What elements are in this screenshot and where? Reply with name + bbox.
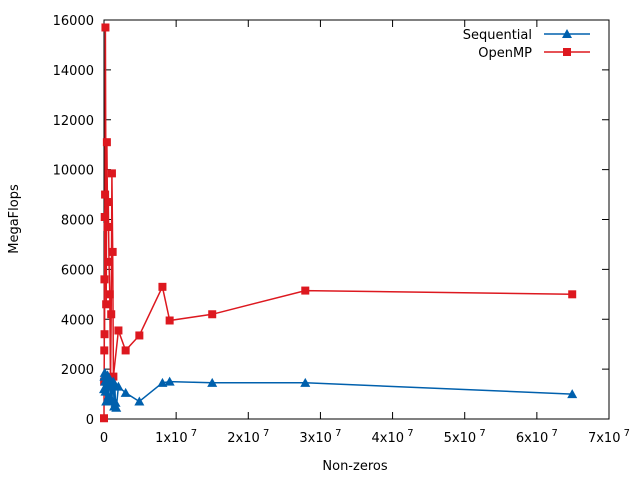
series-layer xyxy=(99,23,578,423)
series-line xyxy=(103,372,573,408)
y-tick-label: 16000 xyxy=(53,14,94,29)
data-point xyxy=(114,326,123,335)
data-point xyxy=(100,414,108,423)
x-axis: 0 1x10 7 2x10 7 3x10 7 4x10 7 5x10 7 6x10 7 7x1… xyxy=(100,20,630,446)
data-point xyxy=(100,213,109,222)
data-point xyxy=(164,376,175,386)
data-point xyxy=(207,377,218,387)
y-axis-label: MegaFlops xyxy=(7,184,22,254)
x-tick-label: 5x10 7 xyxy=(444,428,486,446)
series-line xyxy=(103,27,573,419)
data-point xyxy=(103,222,112,231)
legend-marker xyxy=(563,48,571,56)
data-point xyxy=(300,377,311,387)
data-point xyxy=(301,286,310,295)
x-tick-label: 7x10 7 xyxy=(588,428,630,446)
data-point xyxy=(100,346,109,355)
data-point xyxy=(105,290,114,299)
data-point xyxy=(113,381,124,391)
data-point xyxy=(157,377,168,387)
plot-frame xyxy=(103,19,610,420)
y-tick-label: 10000 xyxy=(53,164,94,179)
data-point xyxy=(104,198,113,207)
x-tick-label: 6x10 7 xyxy=(516,428,558,446)
y-tick-label: 14000 xyxy=(53,64,94,79)
data-point xyxy=(135,331,144,340)
data-point xyxy=(105,257,114,266)
x-tick-label: 2x10 7 xyxy=(227,428,269,446)
series-openmp xyxy=(100,23,577,423)
data-point xyxy=(100,275,109,284)
data-point xyxy=(107,310,116,319)
data-point xyxy=(134,396,145,406)
data-point xyxy=(101,23,110,32)
data-point xyxy=(100,330,109,339)
data-point xyxy=(158,282,167,291)
x-tick-label: 0 xyxy=(100,431,108,446)
legend-label: OpenMP xyxy=(478,46,532,61)
y-tick-label: 0 xyxy=(86,413,94,428)
legend-marker xyxy=(562,29,572,38)
legend: Sequential OpenMP xyxy=(463,28,590,61)
data-point xyxy=(567,389,578,399)
data-point xyxy=(165,316,174,325)
y-tick-label: 4000 xyxy=(61,313,94,328)
data-point xyxy=(101,190,110,199)
legend-label: Sequential xyxy=(463,28,532,43)
data-point xyxy=(110,397,121,407)
data-point xyxy=(102,300,111,309)
data-point xyxy=(120,387,131,397)
y-tick-label: 8000 xyxy=(61,214,94,229)
y-tick-label: 12000 xyxy=(53,114,94,129)
data-point xyxy=(108,247,117,256)
y-axis: 0 2000 4000 6000 8000 10000 12000 14000 16000 xyxy=(53,14,609,428)
data-point xyxy=(208,310,217,319)
x-tick-label: 4x10 7 xyxy=(372,428,414,446)
y-tick-label: 2000 xyxy=(61,363,94,378)
y-tick-label: 6000 xyxy=(61,263,94,278)
data-point xyxy=(121,346,130,355)
data-point xyxy=(102,138,111,147)
series-sequential xyxy=(99,367,578,412)
x-tick-label: 1x10 7 xyxy=(155,428,197,446)
data-point xyxy=(107,169,116,178)
data-point xyxy=(111,402,122,412)
x-axis-label: Non-zeros xyxy=(322,459,387,474)
x-tick-label: 3x10 7 xyxy=(299,428,341,446)
data-point xyxy=(568,290,577,299)
